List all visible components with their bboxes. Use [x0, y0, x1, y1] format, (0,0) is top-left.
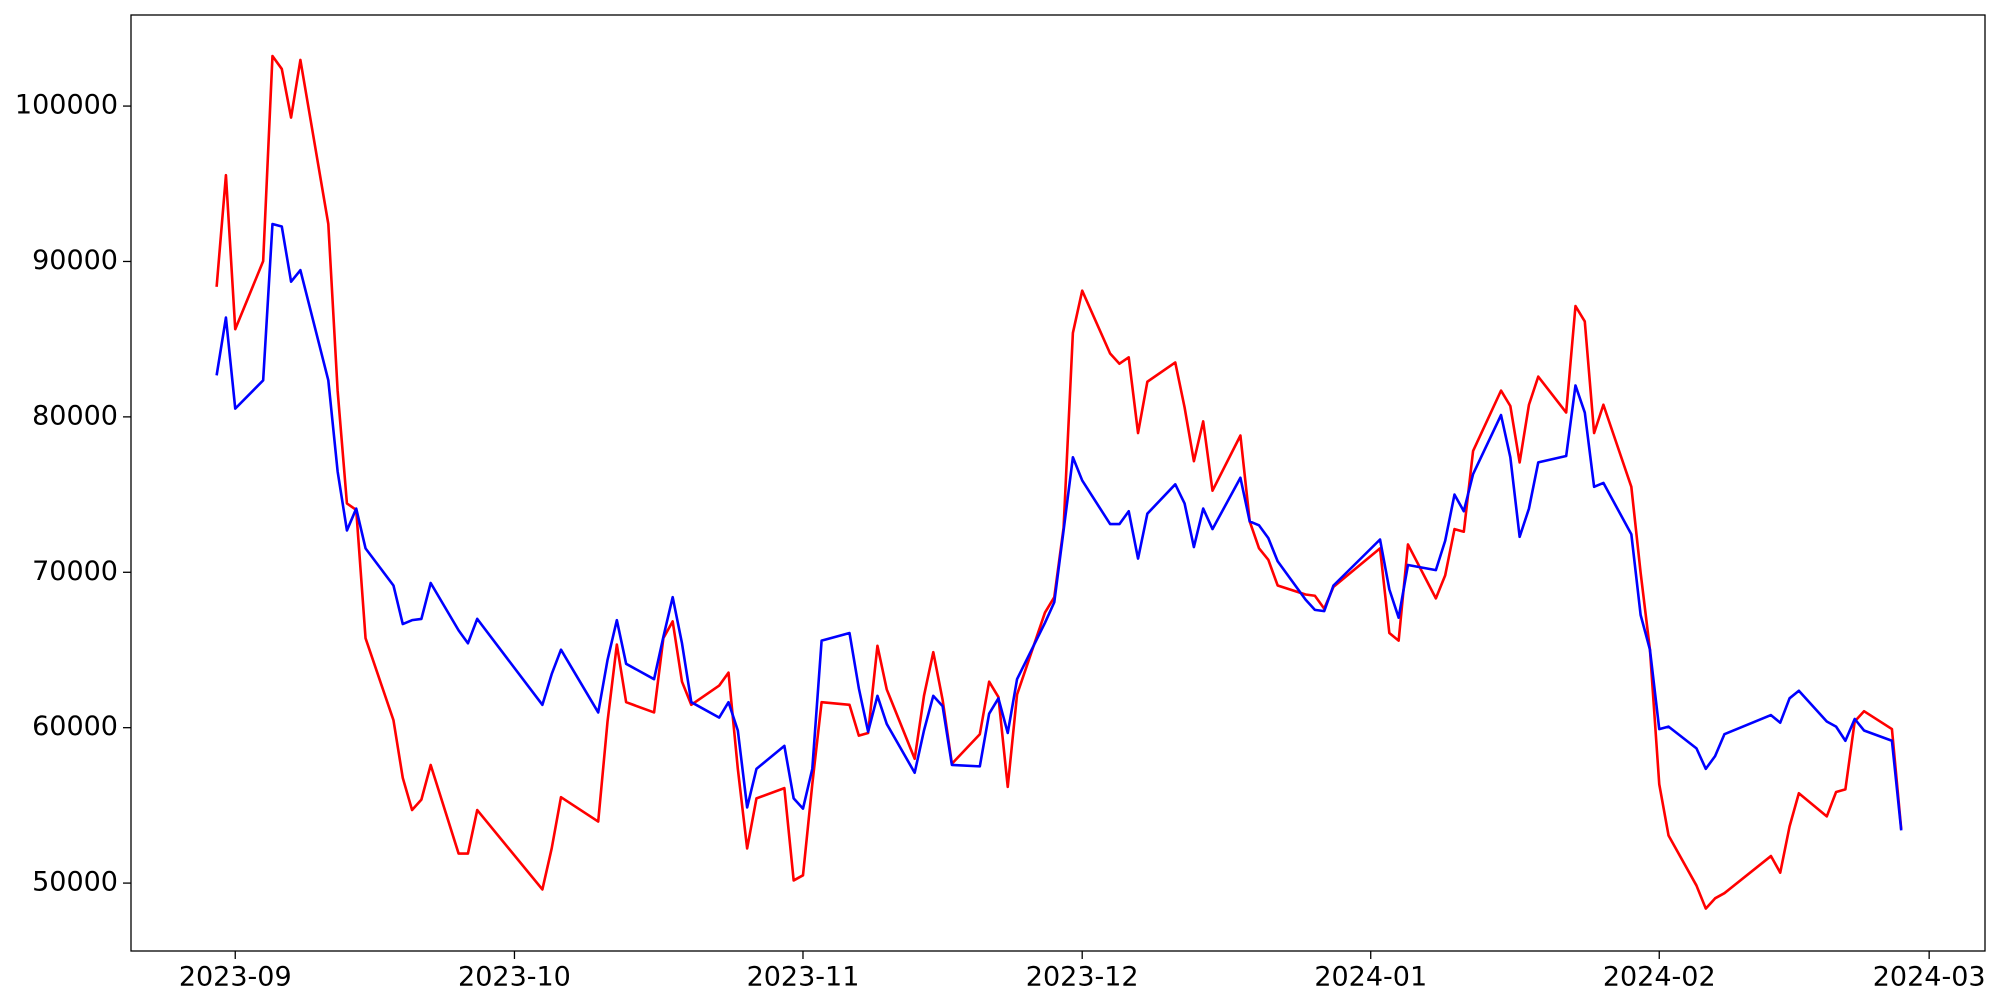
series-line — [215, 222, 1903, 831]
y-tick-label: 90000 — [32, 245, 118, 276]
plot-frame — [130, 14, 1986, 952]
x-tick-label: 2024-01 — [1314, 962, 1427, 993]
y-tick-label: 100000 — [15, 90, 118, 121]
x-tick-label: 2023-09 — [179, 962, 292, 993]
series-line — [215, 54, 1903, 910]
x-tick-label: 2023-10 — [458, 962, 571, 993]
y-tick-label: 60000 — [32, 711, 118, 742]
x-tick-label: 2024-02 — [1603, 962, 1716, 993]
y-tick-label: 50000 — [32, 867, 118, 898]
x-tick-label: 2023-12 — [1026, 962, 1139, 993]
y-tick-label: 80000 — [32, 400, 118, 431]
y-tick-label: 70000 — [32, 556, 118, 587]
x-tick-label: 2024-03 — [1873, 962, 1986, 993]
x-tick-label: 2023-11 — [747, 962, 860, 993]
